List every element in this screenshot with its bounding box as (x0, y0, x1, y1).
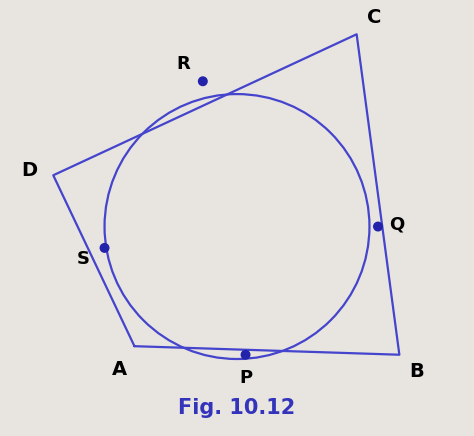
Text: R: R (177, 55, 191, 73)
Text: B: B (409, 362, 424, 382)
Circle shape (374, 222, 382, 231)
Text: A: A (112, 360, 127, 379)
Circle shape (241, 351, 250, 359)
Text: Q: Q (390, 215, 405, 233)
Text: P: P (239, 369, 252, 387)
Text: S: S (77, 249, 90, 268)
Text: D: D (22, 161, 38, 181)
Circle shape (100, 244, 109, 252)
Text: Fig. 10.12: Fig. 10.12 (178, 398, 296, 418)
Text: C: C (366, 8, 381, 27)
Circle shape (199, 77, 207, 85)
